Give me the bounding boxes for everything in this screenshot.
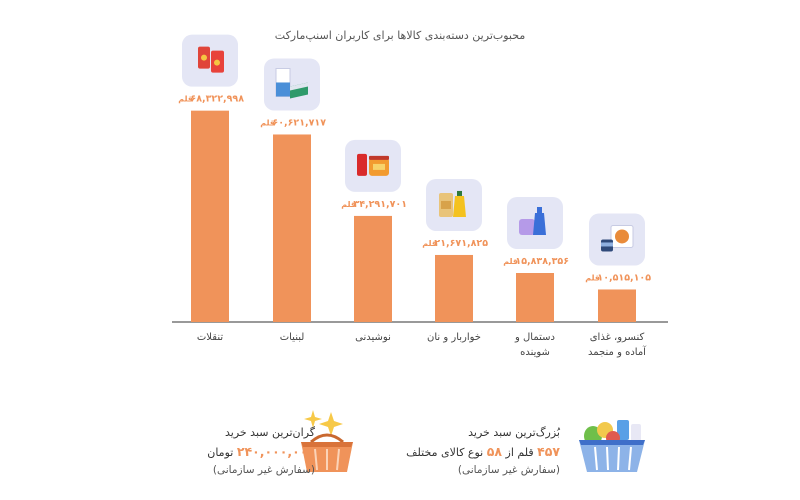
sparkle-basket-icon — [301, 410, 353, 472]
unit-label: قلم — [178, 95, 193, 104]
most-expensive-cart-currency: تومان — [207, 446, 234, 459]
milk-carton-icon — [275, 67, 308, 99]
category-label: خواربار و نان — [427, 332, 481, 343]
bar — [273, 134, 311, 322]
category-label: کنسرو، غذای — [590, 332, 645, 343]
unit-label: قلم — [422, 239, 437, 248]
unit-label: قلم — [260, 118, 275, 127]
bar — [598, 289, 636, 322]
largest-cart-title: بُزرگ‌ترین سبد خرید — [468, 426, 560, 439]
category-label: دستمال و — [514, 332, 555, 343]
value-label: ۱۰,۵۱۵,۱۰۵ — [597, 272, 651, 283]
value-label: ۶۸,۳۲۲,۹۹۸ — [190, 94, 244, 105]
largest-cart-count: ۴۵۷ — [537, 444, 560, 459]
pasta-oil-icon — [439, 190, 466, 217]
bar — [354, 215, 392, 322]
unit-label: قلم — [503, 257, 518, 266]
category-label: نوشیدنی — [355, 332, 391, 343]
most-expensive-cart-title: گران‌ترین سبد خرید — [224, 426, 315, 439]
unit-label: قلم — [585, 273, 600, 282]
bar — [516, 273, 554, 322]
grocery-basket-icon — [579, 420, 645, 472]
category-label: لبنیات — [280, 332, 305, 343]
chart-title: محبوب‌ترین دسته‌بندی کالاها برای کاربران… — [274, 29, 526, 42]
most-expensive-cart-note: (سفارش غیر سازمانی) — [212, 464, 315, 476]
bar — [435, 254, 473, 322]
canned-food-icon — [601, 224, 634, 252]
chips-icon — [198, 46, 224, 73]
category-label: شوینده — [520, 347, 550, 358]
most-expensive-cart-stat: گران‌ترین سبد خرید ۲۴۰,۰۰۰,۰۰۰ تومان (سف… — [207, 423, 315, 480]
category-label: آماده و منجمد — [588, 345, 647, 358]
category-label: تنقلات — [197, 332, 223, 343]
largest-cart-stat: بُزرگ‌ترین سبد خرید ۴۵۷ قلم از ۵۸ نوع کا… — [406, 423, 560, 480]
icon-tile — [264, 58, 320, 111]
value-label: ۱۵,۸۳۸,۳۵۶ — [515, 256, 569, 267]
largest-cart-mid2: نوع کالای مختلف — [406, 446, 484, 459]
detergent-icon — [0, 207, 546, 236]
unit-label: قلم — [341, 200, 356, 209]
icon-tile — [426, 178, 482, 231]
most-expensive-cart-amount: ۲۴۰,۰۰۰,۰۰۰ — [236, 444, 315, 459]
value-label: ۶۰,۶۲۱,۷۱۷ — [272, 117, 326, 128]
largest-cart-kinds: ۵۸ — [486, 444, 503, 459]
largest-cart-note: (سفارش غیر سازمانی) — [457, 464, 560, 476]
value-label: ۳۴,۲۹۱,۷۰۱ — [353, 199, 407, 210]
soda-can-icon — [357, 153, 389, 176]
largest-cart-mid1: قلم از — [505, 446, 534, 459]
bar — [191, 110, 229, 322]
value-label: ۲۱,۶۷۱,۸۲۵ — [434, 238, 488, 249]
